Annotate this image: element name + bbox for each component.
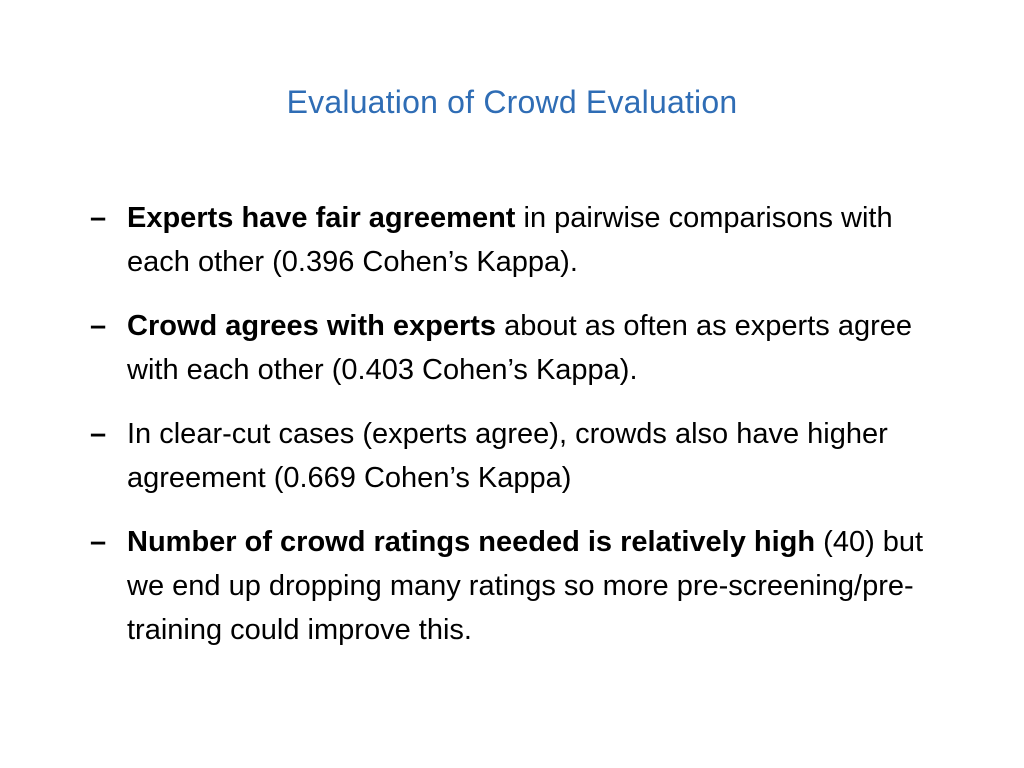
bullet-text: about as often as experts agree with eac…: [127, 310, 913, 386]
bullet-item: – Experts have fair agreement in pairwis…: [90, 196, 950, 284]
bullet-text: In clear-cut cases (experts agree), crow…: [127, 418, 888, 494]
bullet-dash: –: [90, 310, 107, 342]
bullet-item: – In clear-cut cases (experts agree), cr…: [90, 412, 950, 500]
bullet-dash: –: [90, 526, 107, 558]
slide-title: Evaluation of Crowd Evaluation: [286, 84, 738, 120]
bullet-bold-text: Crowd agrees with experts: [127, 310, 497, 342]
bullet-text: (40) but we end up dropping many ratings…: [127, 526, 924, 646]
bullet-dash: –: [90, 418, 107, 450]
bullet-bold-text: Experts have fair agreement: [127, 202, 516, 234]
bullet-text: in pairwise comparisons with each other …: [127, 202, 893, 278]
bullet-item: – Crowd agrees with experts about as oft…: [90, 304, 950, 392]
bullet-dash: –: [90, 202, 107, 234]
bullet-list: – Experts have fair agreement in pairwis…: [90, 196, 950, 672]
bullet-bold-text: Number of crowd ratings needed is relati…: [127, 526, 816, 558]
bullet-item: – Number of crowd ratings needed is rela…: [90, 520, 950, 652]
